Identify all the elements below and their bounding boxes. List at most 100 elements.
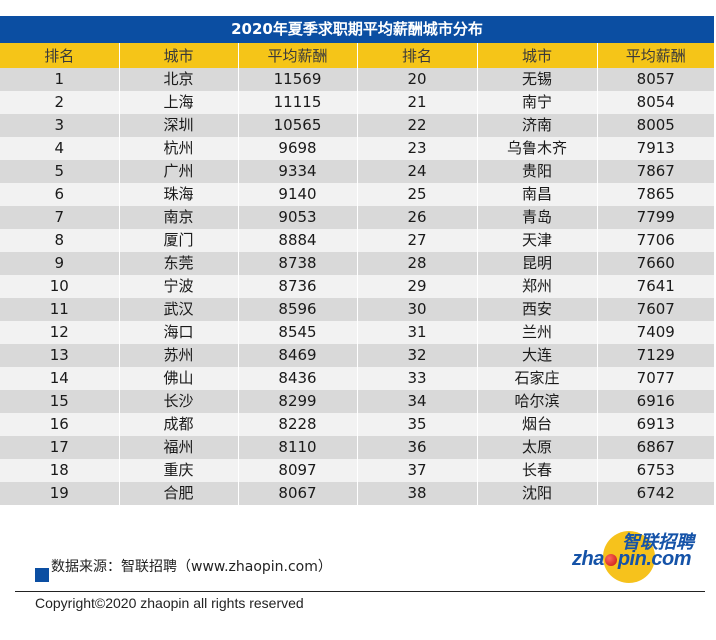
cell-salary-left: 9053 xyxy=(237,206,357,229)
cell-city-left: 宁波 xyxy=(118,275,238,298)
table-header-row: 排名 城市 平均薪酬 排名 城市 平均薪酬 xyxy=(0,43,714,68)
header-city-left: 城市 xyxy=(118,43,238,68)
cell-salary-right: 6916 xyxy=(596,390,714,413)
cell-rank-right: 31 xyxy=(356,321,477,344)
cell-salary-left: 8097 xyxy=(237,459,357,482)
cell-city-right: 昆明 xyxy=(476,252,597,275)
cell-rank-right: 33 xyxy=(356,367,477,390)
cell-rank-right: 26 xyxy=(356,206,477,229)
cell-city-left: 海口 xyxy=(118,321,238,344)
cell-rank-right: 27 xyxy=(356,229,477,252)
cell-rank-right: 36 xyxy=(356,436,477,459)
logo-en-text: zha pin.com xyxy=(572,548,692,571)
cell-rank-left: 8 xyxy=(0,229,119,252)
cell-salary-left: 8596 xyxy=(237,298,357,321)
cell-city-left: 杭州 xyxy=(118,137,238,160)
cell-rank-left: 2 xyxy=(0,91,119,114)
cell-city-right: 大连 xyxy=(476,344,597,367)
cell-city-left: 东莞 xyxy=(118,252,238,275)
cell-rank-left: 15 xyxy=(0,390,119,413)
cell-rank-left: 5 xyxy=(0,160,119,183)
cell-rank-right: 23 xyxy=(356,137,477,160)
table-row: 7 南京 9053 26 青岛 7799 xyxy=(0,206,714,229)
cell-rank-right: 25 xyxy=(356,183,477,206)
cell-salary-left: 11569 xyxy=(237,68,357,91)
cell-salary-right: 8057 xyxy=(596,68,714,91)
salary-table-container: 2020年夏季求职期平均薪酬城市分布 排名 城市 平均薪酬 排名 城市 平均薪酬… xyxy=(0,16,714,505)
cell-salary-left: 8067 xyxy=(237,482,357,505)
header-city-right: 城市 xyxy=(476,43,597,68)
cell-city-right: 兰州 xyxy=(476,321,597,344)
cell-city-left: 福州 xyxy=(118,436,238,459)
table-row: 3 深圳 10565 22 济南 8005 xyxy=(0,114,714,137)
cell-city-right: 西安 xyxy=(476,298,597,321)
table-row: 9 东莞 8738 28 昆明 7660 xyxy=(0,252,714,275)
cell-city-left: 苏州 xyxy=(118,344,238,367)
cell-rank-left: 6 xyxy=(0,183,119,206)
cell-city-right: 贵阳 xyxy=(476,160,597,183)
cell-city-left: 佛山 xyxy=(118,367,238,390)
cell-rank-left: 18 xyxy=(0,459,119,482)
data-source-note: 数据来源：智联招聘（www.zhaopin.com） xyxy=(35,556,332,582)
cell-city-right: 长春 xyxy=(476,459,597,482)
table-row: 1 北京 11569 20 无锡 8057 xyxy=(0,68,714,91)
cell-salary-left: 8469 xyxy=(237,344,357,367)
cell-city-left: 长沙 xyxy=(118,390,238,413)
cell-city-left: 珠海 xyxy=(118,183,238,206)
cell-rank-left: 7 xyxy=(0,206,119,229)
cell-rank-left: 13 xyxy=(0,344,119,367)
cell-city-right: 石家庄 xyxy=(476,367,597,390)
cell-rank-right: 24 xyxy=(356,160,477,183)
cell-salary-left: 9698 xyxy=(237,137,357,160)
cell-salary-left: 8736 xyxy=(237,275,357,298)
table-row: 19 合肥 8067 38 沈阳 6742 xyxy=(0,482,714,505)
cell-salary-left: 8228 xyxy=(237,413,357,436)
cell-rank-right: 34 xyxy=(356,390,477,413)
cell-salary-left: 9140 xyxy=(237,183,357,206)
cell-city-left: 武汉 xyxy=(118,298,238,321)
copyright-text: Copyright©2020 zhaopin all rights reserv… xyxy=(35,595,304,611)
cell-rank-left: 14 xyxy=(0,367,119,390)
cell-salary-right: 7865 xyxy=(596,183,714,206)
cell-city-left: 合肥 xyxy=(118,482,238,505)
cell-city-left: 南京 xyxy=(118,206,238,229)
footer-divider xyxy=(15,591,705,592)
zhaopin-logo: 智联招聘 zha pin.com xyxy=(570,526,710,586)
cell-salary-right: 7660 xyxy=(596,252,714,275)
cell-salary-right: 7607 xyxy=(596,298,714,321)
cell-city-right: 沈阳 xyxy=(476,482,597,505)
cell-city-right: 郑州 xyxy=(476,275,597,298)
cell-rank-left: 4 xyxy=(0,137,119,160)
cell-city-right: 青岛 xyxy=(476,206,597,229)
cell-rank-right: 32 xyxy=(356,344,477,367)
cell-rank-left: 17 xyxy=(0,436,119,459)
logo-en-post: pin.com xyxy=(617,548,692,570)
table-row: 16 成都 8228 35 烟台 6913 xyxy=(0,413,714,436)
cell-city-left: 北京 xyxy=(118,68,238,91)
cell-rank-left: 9 xyxy=(0,252,119,275)
header-salary-right: 平均薪酬 xyxy=(596,43,714,68)
cell-rank-right: 37 xyxy=(356,459,477,482)
cell-city-left: 成都 xyxy=(118,413,238,436)
cell-salary-left: 8545 xyxy=(237,321,357,344)
cell-city-right: 天津 xyxy=(476,229,597,252)
cell-city-left: 深圳 xyxy=(118,114,238,137)
cell-city-right: 济南 xyxy=(476,114,597,137)
cell-salary-right: 6913 xyxy=(596,413,714,436)
table-body: 1 北京 11569 20 无锡 8057 2 上海 11115 21 南宁 8054 3 深圳 10565… xyxy=(0,68,714,505)
salary-table: 排名 城市 平均薪酬 排名 城市 平均薪酬 1 北京 11569 20 无锡 8057 2 上… xyxy=(0,43,714,505)
table-row: 6 珠海 9140 25 南昌 7865 xyxy=(0,183,714,206)
cell-rank-left: 10 xyxy=(0,275,119,298)
logo-en-pre: zha xyxy=(572,548,604,570)
table-row: 5 广州 9334 24 贵阳 7867 xyxy=(0,160,714,183)
table-row: 4 杭州 9698 23 乌鲁木齐 7913 xyxy=(0,137,714,160)
cell-rank-right: 28 xyxy=(356,252,477,275)
cell-rank-left: 19 xyxy=(0,482,119,505)
cell-salary-right: 7867 xyxy=(596,160,714,183)
cell-salary-left: 8884 xyxy=(237,229,357,252)
cell-salary-left: 8299 xyxy=(237,390,357,413)
table-row: 14 佛山 8436 33 石家庄 7077 xyxy=(0,367,714,390)
cell-salary-right: 8054 xyxy=(596,91,714,114)
header-salary-left: 平均薪酬 xyxy=(237,43,357,68)
table-row: 11 武汉 8596 30 西安 7607 xyxy=(0,298,714,321)
